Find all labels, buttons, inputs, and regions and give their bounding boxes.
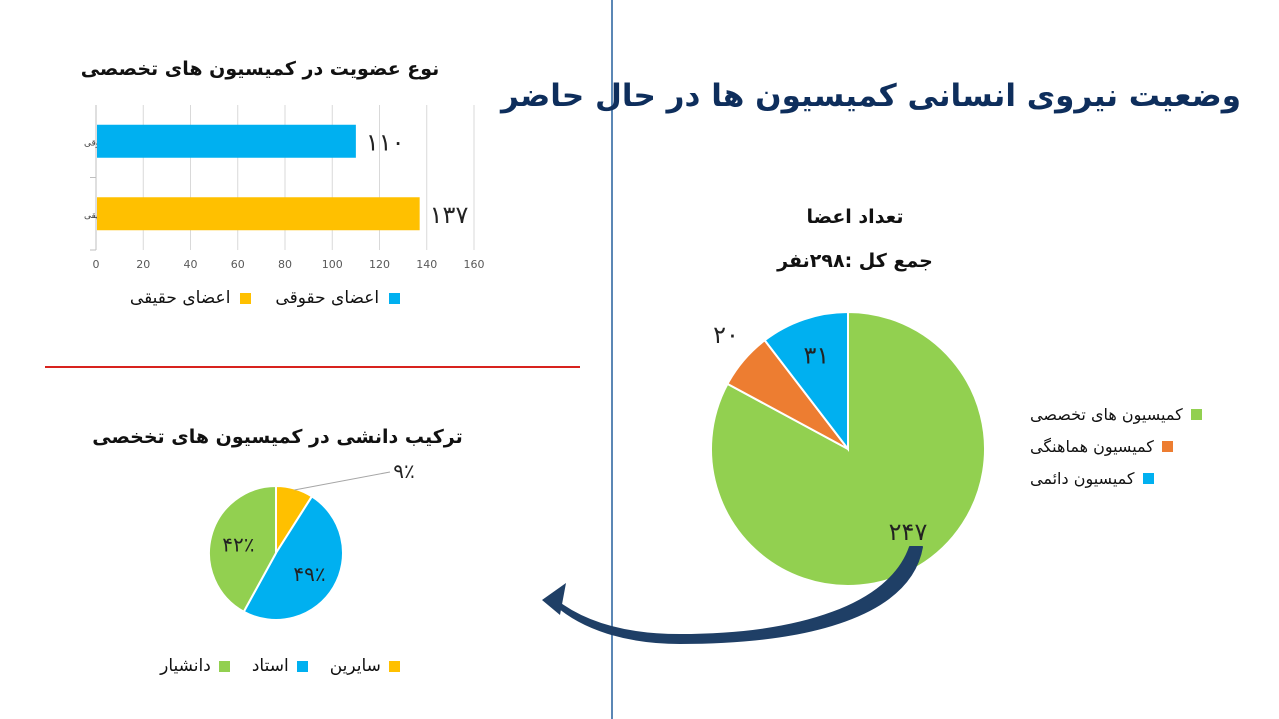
legend-swatch xyxy=(1161,441,1173,452)
slice-data-label: ۹٪ xyxy=(393,459,414,483)
legend-item: کمیسیون دائمی xyxy=(1030,469,1154,488)
pie-slice xyxy=(763,310,849,452)
legend-swatch xyxy=(389,292,401,304)
curved-arrow-body xyxy=(553,546,923,644)
legend-label: اعضای حقیقی xyxy=(129,288,231,308)
legend-label: دانشیار xyxy=(160,656,211,676)
x-tick-label: 0 xyxy=(93,258,100,271)
legend-item: استاد xyxy=(252,656,308,676)
members-pie-subtitle: جمع کل :۲۹۸نفر xyxy=(777,250,933,272)
pie-slice xyxy=(208,484,277,614)
pie-slice xyxy=(710,310,986,587)
x-tick-label: 60 xyxy=(231,258,245,271)
legend-label: اعضای حقوقی xyxy=(275,288,380,308)
legend-label: سایرین xyxy=(329,656,381,676)
bar-chart-title: نوع عضویت در کمیسیون های تخصصی xyxy=(80,58,440,80)
members-pie-title: تعداد اعضا xyxy=(806,206,904,228)
x-tick-label: 160 xyxy=(464,258,485,271)
legend-item: دانشیار xyxy=(160,656,230,676)
x-tick-label: 100 xyxy=(322,258,343,271)
members-pie-chart: ۲۴۷ ۲۰ ۳۱ xyxy=(710,310,986,587)
knowledge-pie-legend: سایرین استاد دانشیار xyxy=(120,656,440,676)
slide-title: وضعیت نیروی انسانی کمیسیون ها در حال حاض… xyxy=(500,78,1241,114)
pie-slice xyxy=(242,495,344,621)
legend-item: کمیسیون هماهنگی xyxy=(1030,437,1173,456)
slice-data-label: ۳۱ xyxy=(803,342,829,370)
legend-item: اعضای حقیقی xyxy=(130,288,252,308)
bar-chart-legend: اعضای حقوقی اعضای حقیقی xyxy=(110,288,420,308)
horizontal-divider xyxy=(45,366,580,368)
knowledge-pie-chart: ۹٪ ۴۹٪ ۴۲٪ xyxy=(208,459,415,621)
legend-label: کمیسیون های تخصصی xyxy=(1030,405,1183,424)
curved-arrow xyxy=(542,546,923,644)
x-tick-label: 140 xyxy=(416,258,437,271)
x-tick-label: 120 xyxy=(369,258,390,271)
legend-label: کمیسیون دائمی xyxy=(1030,469,1135,488)
curved-arrow-head xyxy=(542,583,566,615)
slice-data-label: ۲۰ xyxy=(713,321,739,349)
legend-item: اعضای حقوقی xyxy=(275,288,401,308)
knowledge-pie-title: ترکیب دانشی در کمیسیون های تخخصی xyxy=(92,426,463,448)
x-tick-label: 80 xyxy=(278,258,292,271)
legend-label: استاد xyxy=(251,656,289,676)
bar xyxy=(97,124,356,158)
legend-item: کمیسیون های تخصصی xyxy=(1030,405,1202,424)
bar-data-label: ۱۱۰ xyxy=(366,128,405,156)
x-tick-label: 20 xyxy=(136,258,150,271)
x-tick-label: 40 xyxy=(184,258,198,271)
bar xyxy=(97,197,420,231)
legend-swatch xyxy=(1190,409,1202,420)
vertical-divider xyxy=(611,0,613,719)
bar-chart: 020406080100120140160اعضای حقوقی۱۱۰اعضای… xyxy=(84,105,485,271)
bar-data-label: ۱۳۷ xyxy=(430,201,469,229)
slice-data-label: ۴۹٪ xyxy=(293,562,325,586)
legend-item: سایرین xyxy=(330,656,400,676)
legend-swatch xyxy=(296,660,308,672)
legend-swatch xyxy=(218,660,230,672)
slice-data-label: ۲۴۷ xyxy=(889,518,928,546)
legend-swatch xyxy=(1142,473,1154,484)
leader-line xyxy=(294,471,391,491)
members-pie-legend: کمیسیون های تخصصی کمیسیون هماهنگی کمیسیون … xyxy=(1030,405,1245,488)
slice-data-label: ۴۲٪ xyxy=(222,532,254,556)
legend-label: کمیسیون هماهنگی xyxy=(1030,437,1154,456)
legend-swatch xyxy=(240,292,252,304)
legend-swatch xyxy=(388,660,400,672)
